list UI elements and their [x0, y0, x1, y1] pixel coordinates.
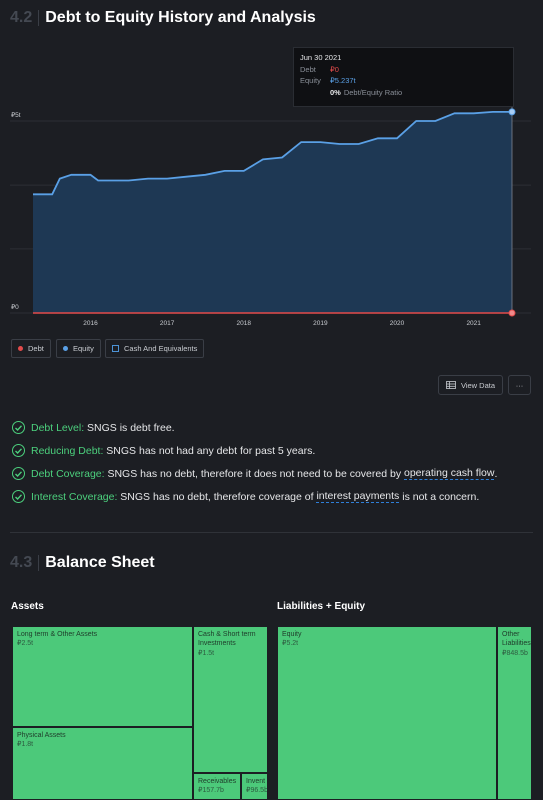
debt-dot-icon	[18, 346, 23, 351]
check-circle-icon	[12, 467, 25, 480]
legend-debt[interactable]: Debt	[11, 339, 51, 358]
treemap-value: ₽2.5t	[17, 640, 34, 648]
x-tick-label: 2020	[390, 320, 405, 327]
legend-equity[interactable]: Equity	[56, 339, 101, 358]
treemap-cash-short-term[interactable]: Cash & Short term Investments ₽1.5t	[193, 626, 268, 773]
check-text-end: .	[494, 467, 498, 480]
check-text: SNGS has not had any debt for past 5 yea…	[103, 444, 316, 457]
treemap-value: ₽848.5b	[502, 649, 528, 657]
x-tick-label: 2018	[237, 320, 252, 327]
treemap-value: ₽157.7b	[198, 787, 224, 795]
x-tick-label: 2017	[160, 320, 175, 327]
legend-cash[interactable]: Cash And Equivalents	[105, 339, 205, 358]
section-divider	[10, 532, 533, 533]
equity-area	[33, 111, 512, 314]
section-number: 4.3	[10, 554, 33, 571]
check-item: Debt Level: SNGS is debt free.	[12, 421, 175, 434]
tooltip-equity-value: ₽5.237t	[330, 76, 356, 85]
y-tick-label: ₽0	[11, 303, 19, 311]
section-heading: Debt to Equity History and Analysis	[45, 9, 316, 26]
tooltip-ratio-label: Debt/Equity Ratio	[343, 88, 403, 97]
check-text: SNGS has no debt, therefore it does not …	[104, 467, 404, 480]
treemap-physical-assets[interactable]: Physical Assets ₽1.8t	[12, 727, 193, 800]
check-key: Debt Coverage:	[31, 467, 105, 480]
liabilities-equity-heading: Liabilities + Equity	[277, 601, 366, 612]
treemap-label: Receivables	[198, 778, 237, 785]
treemap-value: ₽96.5b	[246, 787, 268, 795]
cash-square-icon	[112, 345, 119, 352]
legend-cash-label: Cash And Equivalents	[124, 344, 198, 353]
treemap-label: Long term & Other Assets	[17, 631, 98, 638]
tooltip-equity-label: Equity	[300, 76, 321, 85]
chart-tooltip: Jun 30 2021 Debt ₽0 Equity ₽5.237t 0% De…	[293, 47, 514, 107]
view-data-button[interactable]: View Data	[438, 375, 503, 395]
debt-equity-chart[interactable]: ₽5t ₽0 2016 2017 2018 2019 2020 2021	[0, 40, 543, 330]
check-text-end: is not a concern.	[399, 490, 480, 503]
treemap-inventory[interactable]: Invent ₽96.5b	[241, 773, 268, 800]
x-tick-label: 2016	[83, 320, 98, 327]
check-key: Reducing Debt:	[31, 444, 104, 457]
treemap-label: Cash & Short term Investments	[198, 631, 256, 648]
divider	[38, 555, 40, 571]
treemap-receivables[interactable]: Receivables ₽157.7b	[193, 773, 241, 800]
section-title-balance-sheet: 4.3 Balance Sheet	[10, 554, 155, 572]
equity-dot-icon	[63, 346, 68, 351]
tooltip-date: Jun 30 2021	[300, 53, 342, 62]
check-text: SNGS has no debt, therefore coverage of	[117, 490, 317, 503]
check-key: Debt Level:	[31, 421, 85, 434]
section-heading: Balance Sheet	[45, 554, 155, 571]
more-icon: ···	[515, 380, 524, 390]
check-link[interactable]: operating cash flow	[404, 467, 495, 480]
section-title-debt-equity: 4.2 Debt to Equity History and Analysis	[10, 9, 316, 27]
check-link[interactable]: interest payments	[316, 490, 400, 503]
equity-line	[33, 111, 512, 196]
tooltip-ratio-value: 0%	[330, 88, 341, 97]
x-tick-label: 2021	[466, 320, 481, 327]
equity-hover-point	[508, 108, 516, 116]
check-text: SNGS is debt free.	[84, 421, 175, 434]
divider	[38, 10, 40, 26]
legend-equity-label: Equity	[73, 344, 94, 353]
treemap-label: Other Liabilities	[502, 631, 531, 648]
more-options-button[interactable]: ···	[508, 375, 531, 395]
treemap-value: ₽1.5t	[198, 649, 215, 657]
check-item: Interest Coverage: SNGS has no debt, the…	[12, 490, 479, 503]
view-data-label: View Data	[460, 380, 496, 390]
treemap-other-liabilities[interactable]: Other Liabilities ₽848.5b	[497, 626, 532, 800]
legend-debt-label: Debt	[28, 344, 44, 353]
check-circle-icon	[12, 444, 25, 457]
treemap-label: Equity	[282, 631, 302, 638]
check-item: Reducing Debt: SNGS has not had any debt…	[12, 444, 315, 457]
treemap-label: Physical Assets	[17, 732, 66, 739]
treemap-equity[interactable]: Equity ₽5.2t	[277, 626, 497, 800]
assets-heading: Assets	[11, 601, 44, 612]
treemap-value: ₽5.2t	[282, 640, 299, 648]
tooltip-debt-value: ₽0	[330, 65, 339, 74]
debt-hover-point	[508, 309, 516, 317]
y-tick-label: ₽5t	[11, 111, 21, 119]
check-key: Interest Coverage:	[31, 490, 118, 503]
table-icon	[446, 381, 456, 389]
treemap-label: Invent	[246, 778, 266, 785]
check-item: Debt Coverage: SNGS has no debt, therefo…	[12, 467, 497, 480]
check-circle-icon	[12, 490, 25, 503]
tooltip-debt-label: Debt	[300, 65, 316, 74]
treemap-value: ₽1.8t	[17, 741, 34, 749]
check-circle-icon	[12, 421, 25, 434]
treemap-long-term-assets[interactable]: Long term & Other Assets ₽2.5t	[12, 626, 193, 727]
section-number: 4.2	[10, 9, 33, 26]
x-tick-label: 2019	[313, 320, 328, 327]
